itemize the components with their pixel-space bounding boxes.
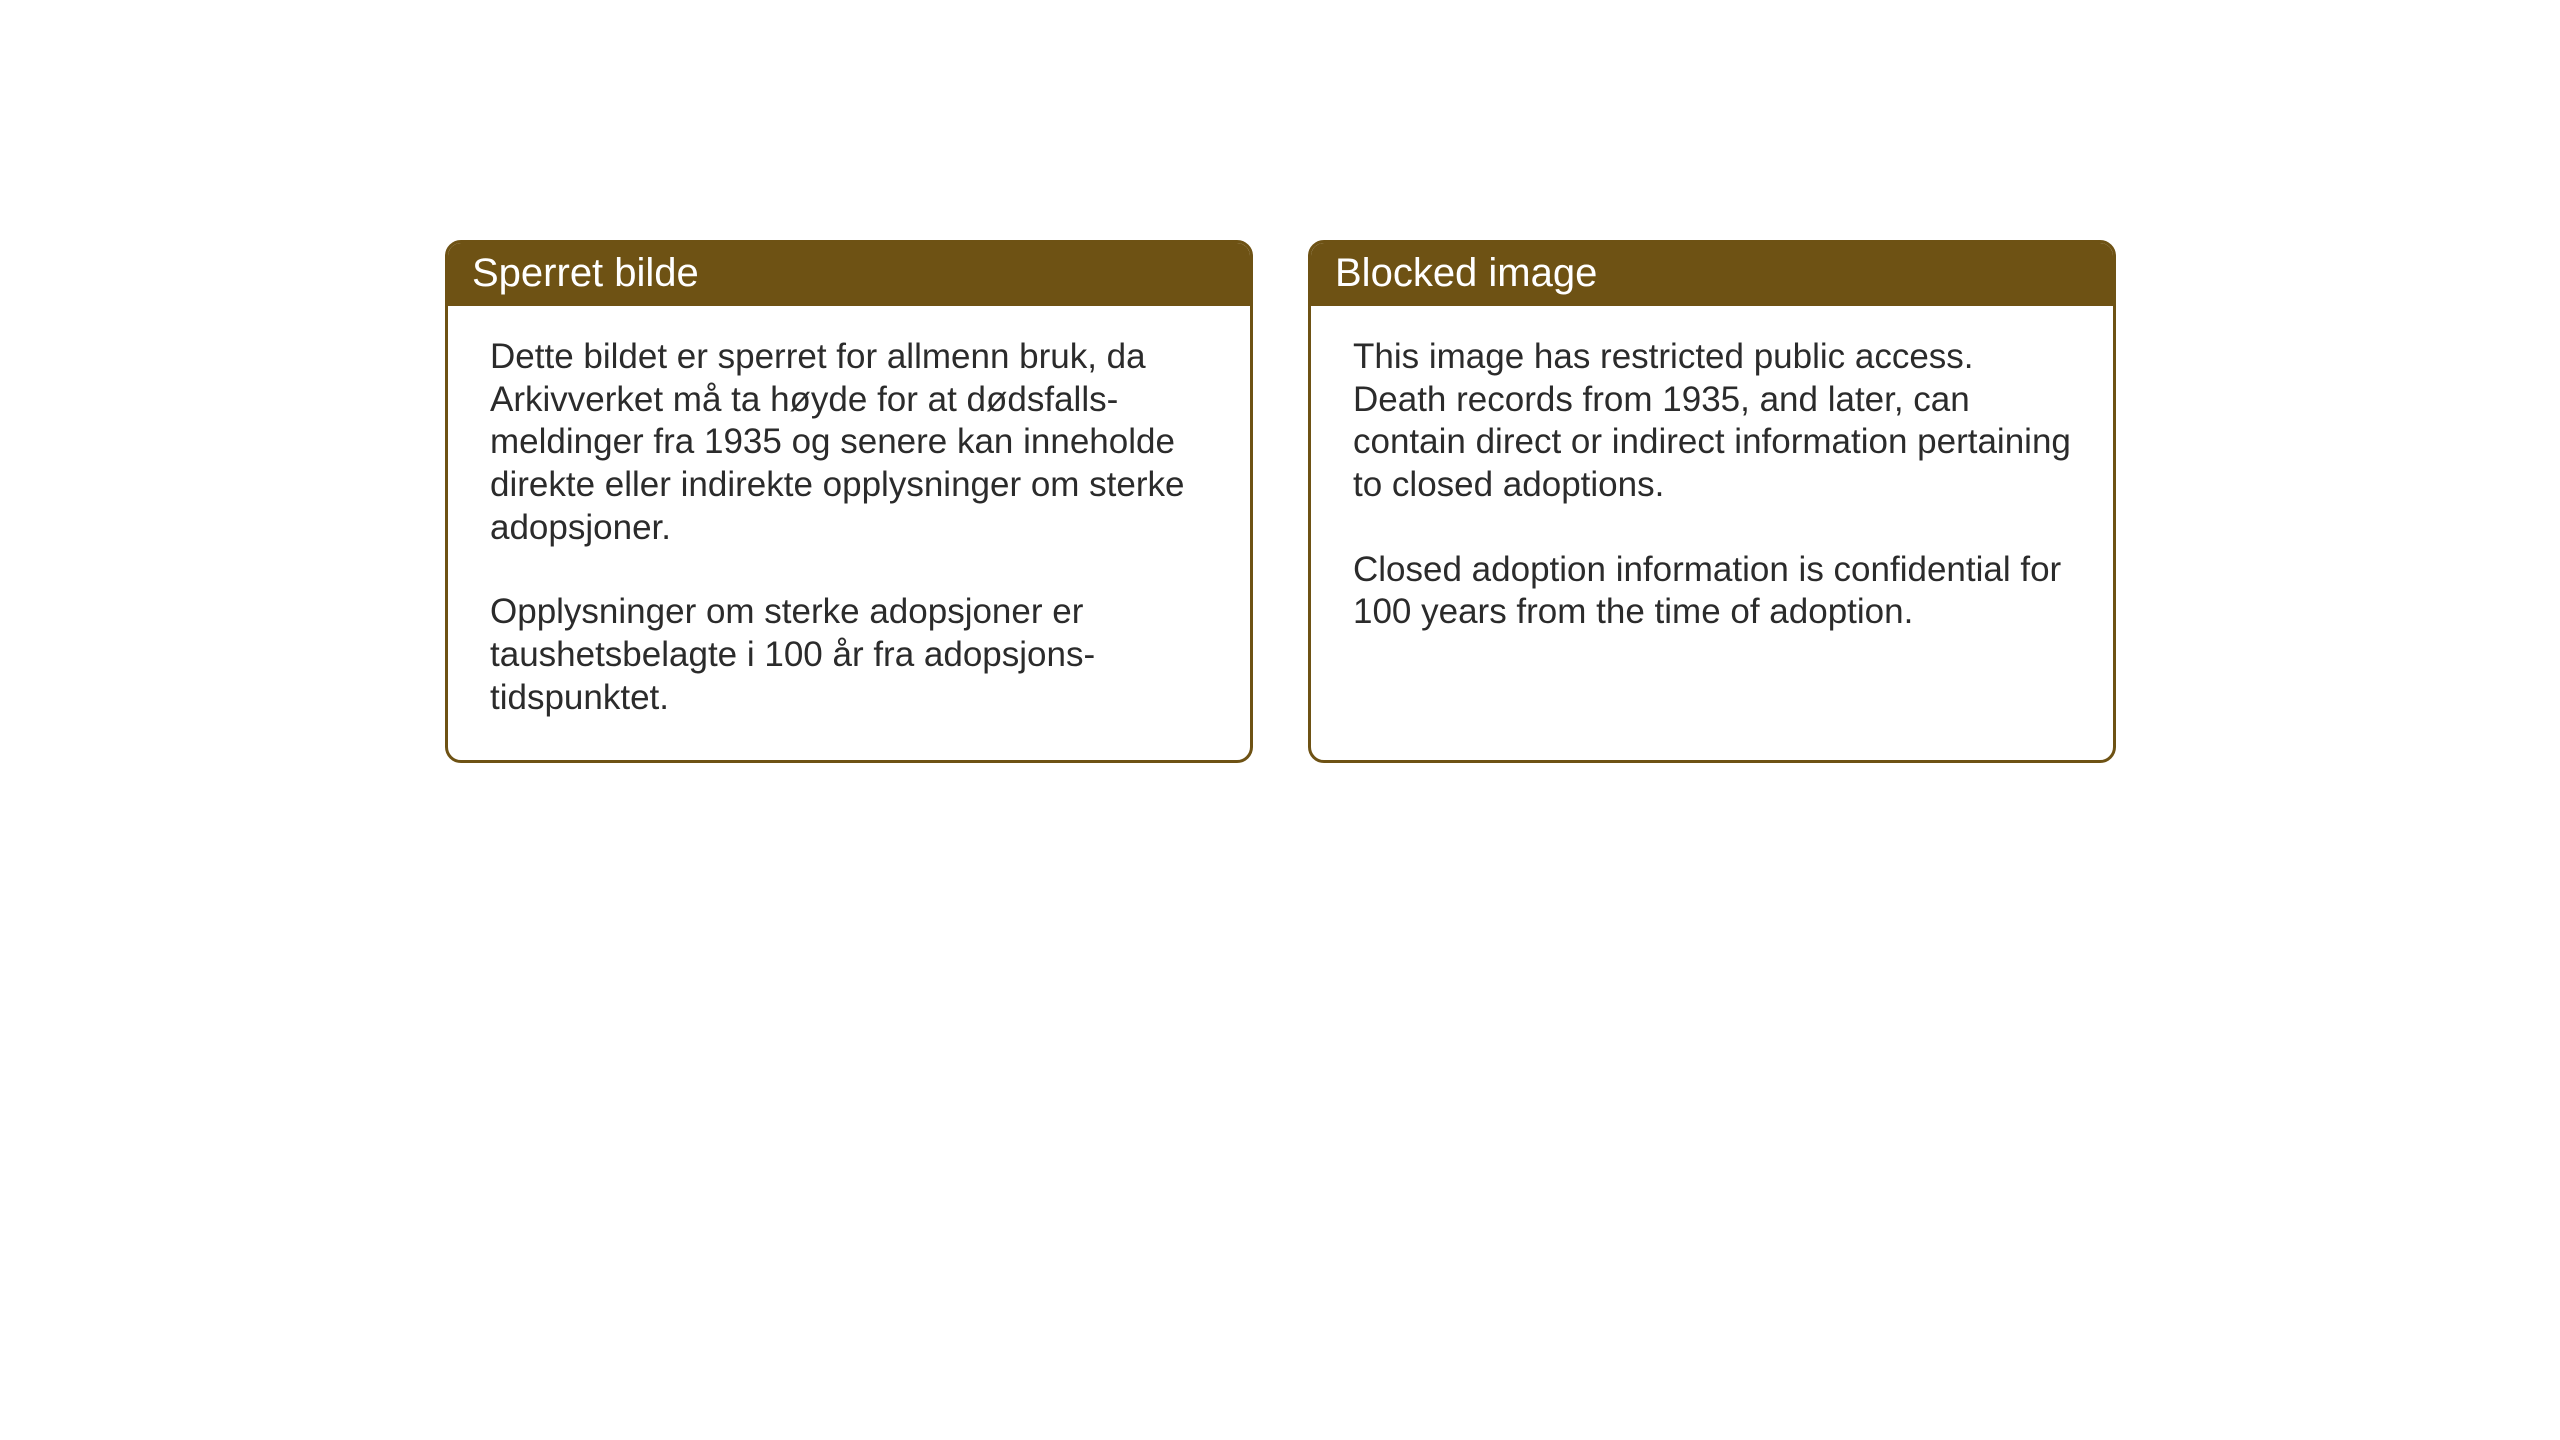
notice-paragraph-1-english: This image has restricted public access.… (1353, 336, 2071, 507)
notice-paragraph-2-norwegian: Opplysninger om sterke adopsjoner er tau… (490, 591, 1208, 719)
notice-title-english: Blocked image (1335, 251, 1597, 295)
notice-paragraph-1-norwegian: Dette bildet er sperret for allmenn bruk… (490, 336, 1208, 549)
notice-paragraph-2-english: Closed adoption information is confident… (1353, 549, 2071, 634)
notice-box-english: Blocked image This image has restricted … (1308, 240, 2116, 763)
notice-header-norwegian: Sperret bilde (448, 243, 1250, 306)
notice-title-norwegian: Sperret bilde (472, 251, 699, 295)
notice-body-english: This image has restricted public access.… (1311, 306, 2113, 674)
notice-box-norwegian: Sperret bilde Dette bildet er sperret fo… (445, 240, 1253, 763)
notice-body-norwegian: Dette bildet er sperret for allmenn bruk… (448, 306, 1250, 760)
notice-container: Sperret bilde Dette bildet er sperret fo… (445, 240, 2116, 763)
notice-header-english: Blocked image (1311, 243, 2113, 306)
